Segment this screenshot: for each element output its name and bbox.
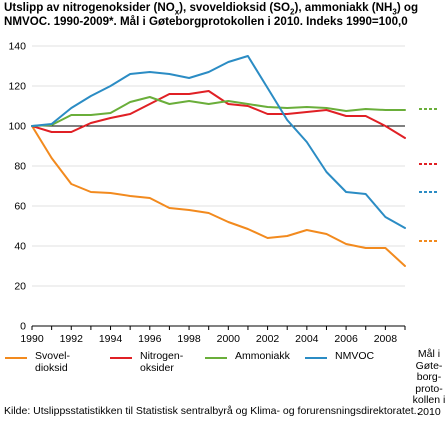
source-note: Kilde: Utslippsstatistikken til Statisti…: [4, 405, 420, 417]
legend-swatch-nmvoc: [305, 357, 327, 359]
y-tick-label: 20: [14, 281, 26, 293]
y-tick-label: 40: [14, 241, 26, 253]
target-column-label: Mål i Gøte- borg- proto- kollen i 2010: [412, 348, 446, 418]
x-tick-label: 1996: [138, 333, 162, 345]
chart-title: Utslipp av nitrogenoksider (NOx), svovel…: [4, 1, 419, 28]
series-line-sulphur-dioxide: [31, 125, 406, 267]
x-tick-label: 1998: [177, 333, 201, 345]
x-tick-label: 2008: [374, 333, 398, 345]
x-tick-label: 1990: [20, 333, 44, 345]
series-line-ammonia: [31, 96, 406, 127]
x-tick-label: 2004: [295, 333, 319, 345]
legend-label-nitrogen-oxides: Nitrogen- oksider: [140, 350, 184, 374]
x-tick-label: 1994: [99, 333, 123, 345]
y-tick-label: 60: [14, 201, 26, 213]
y-tick-label: 80: [14, 161, 26, 173]
x-tick-label: 2000: [217, 333, 241, 345]
y-tick-label: 120: [8, 81, 26, 93]
y-tick-label: 140: [8, 41, 26, 53]
x-tick-label: 2006: [334, 333, 358, 345]
x-tick-label: 2002: [256, 333, 280, 345]
legend-swatch-sulphur-dioxide: [5, 357, 27, 359]
legend-label-ammonia: Ammoniakk: [235, 350, 290, 362]
series-line-nmvoc: [31, 55, 406, 229]
line-chart: 0 20 40 60 80 100 120 140 1990 1992 1994 1996 1998 20…: [8, 41, 437, 345]
x-tick-label: 1992: [60, 333, 84, 345]
series-line-nitrogen-oxides: [31, 90, 406, 139]
y-tick-label: 0: [20, 321, 26, 333]
legend-swatch-ammonia: [205, 357, 227, 359]
y-tick-label: 100: [8, 121, 26, 133]
legend-swatch-nitrogen-oxides: [110, 357, 132, 359]
legend-label-sulphur-dioxide: Svovel- dioksid: [35, 350, 71, 374]
legend-label-nmvoc: NMVOC: [335, 350, 375, 362]
